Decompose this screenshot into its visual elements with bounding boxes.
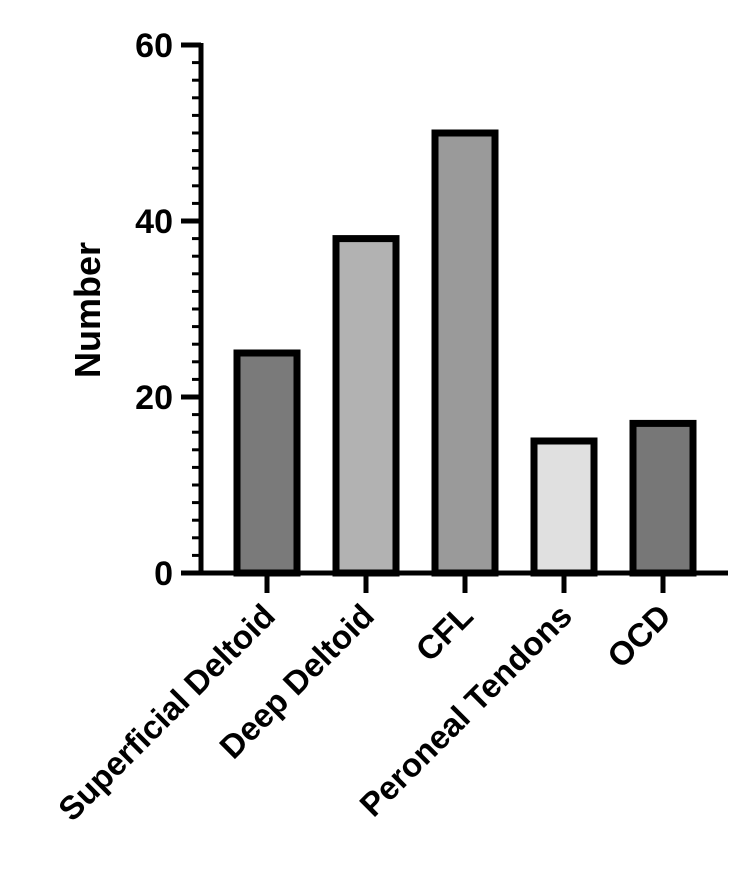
bar-ocd — [629, 419, 697, 577]
bars-group — [233, 129, 697, 577]
y-tick-label: 60 — [135, 27, 173, 65]
bar-cfl — [431, 129, 499, 577]
x-category-label: OCD — [600, 597, 678, 675]
y-tick-label: 0 — [154, 555, 173, 593]
x-category-label: CFL — [408, 597, 480, 669]
y-axis-title: Number — [67, 242, 108, 378]
y-tick-label: 20 — [135, 379, 173, 417]
bar-peroneal-tendons — [530, 437, 598, 577]
axes-group — [181, 42, 728, 593]
y-tick-label: 40 — [135, 203, 173, 241]
bar-deep-deltoid — [332, 235, 400, 577]
bar-superficial-deltoid — [233, 349, 301, 577]
